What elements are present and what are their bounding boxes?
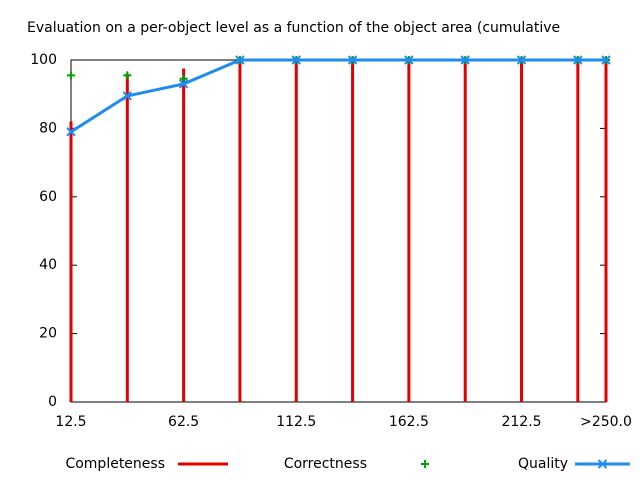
series-line: [70, 58, 606, 134]
x-tick-label: 212.5: [501, 414, 541, 430]
point: [235, 55, 245, 65]
y-tick-label: 80: [39, 120, 57, 136]
x-tick-label: 162.5: [389, 414, 429, 430]
x-tick-label: >250.0: [580, 414, 632, 430]
legend-label: Correctness: [284, 456, 367, 472]
point: [516, 55, 527, 65]
point: [460, 55, 470, 65]
y-tick-label: 0: [48, 394, 57, 410]
legend-label: Completeness: [65, 456, 165, 472]
point: [66, 127, 76, 137]
legend-swatch: [421, 460, 429, 468]
point: [179, 74, 188, 83]
chart-title: Evaluation on a per-object level as a fu…: [27, 20, 560, 36]
x-tick-label: 112.5: [276, 414, 316, 430]
legend-label: Quality: [518, 456, 568, 472]
y-tick-label: 100: [30, 52, 57, 68]
x-tick-label: 12.5: [55, 414, 86, 430]
point: [178, 79, 189, 89]
point: [347, 55, 358, 65]
point: [67, 71, 75, 80]
point: [573, 55, 583, 65]
point: [123, 71, 132, 80]
plot-border: [70, 59, 607, 403]
x-tick-label: 62.5: [168, 414, 199, 430]
y-tick-label: 60: [39, 189, 57, 205]
y-tick-label: 20: [39, 326, 57, 342]
legend-swatch: [597, 459, 608, 469]
point: [404, 55, 414, 65]
y-tick-label: 40: [39, 257, 57, 273]
point: [601, 55, 611, 65]
point: [122, 91, 133, 101]
point: [291, 55, 301, 65]
